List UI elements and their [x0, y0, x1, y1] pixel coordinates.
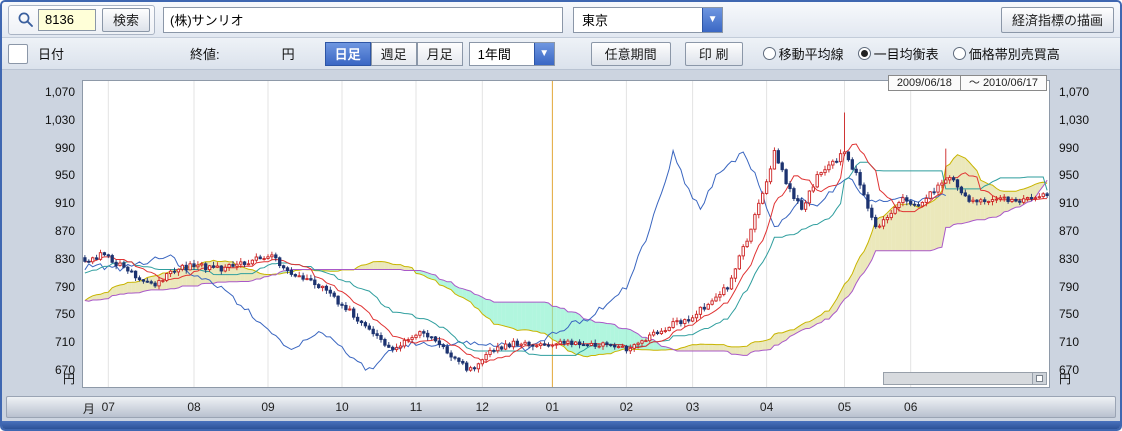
stock-search-group: 検索 — [8, 4, 156, 35]
scrollbar-grip-icon[interactable] — [1032, 373, 1046, 384]
x-axis-label: 10 — [335, 400, 349, 414]
tab-weekly[interactable]: 週足 — [370, 41, 417, 66]
economic-indicator-button[interactable]: 経済指標の描画 — [1000, 6, 1114, 33]
y-axis-label: 670 — [54, 363, 75, 377]
radio-circle-icon — [952, 47, 966, 60]
x-axis-label: 08 — [187, 400, 201, 414]
tab-daily[interactable]: 日足 — [324, 41, 371, 66]
yen-unit-label: 円 — [281, 47, 295, 62]
exchange-value: 東京 — [582, 13, 609, 28]
x-axis-label: 06 — [904, 400, 918, 414]
y-axis-label: 750 — [1059, 307, 1080, 322]
y-axis-label: 830 — [54, 251, 75, 266]
date-from-box: 2009/06/18 — [887, 75, 961, 91]
y-axis-unit-label: 円 — [62, 372, 75, 386]
print-button[interactable]: 印 刷 — [684, 41, 743, 66]
radio-circle-icon — [762, 47, 776, 60]
y-axis-label: 990 — [1059, 140, 1080, 155]
x-axis-label: 02 — [619, 400, 634, 414]
x-axis: 月 07 08 09 10 11 12 01 02 03 04 05 06 — [6, 396, 1116, 418]
search-icon — [17, 11, 34, 28]
x-axis-label: 01 — [545, 400, 560, 414]
y-axis-label: 750 — [54, 307, 75, 322]
radio-ichimoku[interactable]: 一目均衡表 — [857, 44, 939, 63]
y-axis-label: 710 — [1059, 335, 1080, 350]
y-axis-label: 790 — [1059, 279, 1080, 294]
legend-toggle-button[interactable] — [8, 43, 28, 64]
toolbar-search-row: 検索 東京 ▼ 経済指標の描画 — [2, 2, 1120, 38]
custom-period-button[interactable]: 任意期間 — [590, 41, 671, 66]
y-axis-label: 1,070 — [44, 85, 75, 99]
chevron-down-icon[interactable]: ▼ — [702, 7, 723, 32]
y-axis-label: 710 — [54, 335, 75, 350]
window-bottom-bar — [2, 421, 1120, 429]
period-value: 1年間 — [477, 47, 511, 62]
y-axis-label: 1,070 — [1059, 85, 1090, 99]
toolbar-controls-row: 日付 終値: 円 日足 週足 月足 1年間 ▼ 任意期間 印 刷 移動平均線 一… — [2, 38, 1120, 70]
search-button[interactable]: 検索 — [102, 7, 151, 32]
tab-monthly[interactable]: 月足 — [416, 41, 463, 66]
chart-region: 1,070 1,030 990 950 910 870 830 790 750 710 670 円 2… — [2, 70, 1120, 421]
y-axis-label: 910 — [54, 196, 75, 211]
x-axis-label: 05 — [837, 400, 852, 414]
stock-name-input[interactable] — [163, 6, 564, 33]
x-axis-label: 07 — [101, 400, 115, 414]
close-price-label: 終値: — [190, 47, 220, 62]
chart-scrollbar[interactable] — [883, 372, 1047, 385]
x-axis-label: 04 — [759, 400, 774, 414]
date-label: 日付 — [38, 47, 65, 62]
stock-code-input[interactable] — [38, 8, 96, 31]
y-axis-unit-label: 円 — [1059, 372, 1072, 386]
y-axis-label: 990 — [54, 140, 75, 155]
chart-canvas — [83, 81, 1049, 387]
y-axis-label: 790 — [54, 279, 75, 294]
y-axis-label: 910 — [1059, 196, 1080, 211]
period-select[interactable]: 1年間 ▼ — [468, 41, 555, 66]
y-axis-left: 1,070 1,030 990 950 910 870 830 790 750 710 670 円 — [2, 80, 78, 388]
y-axis-label: 670 — [1059, 363, 1080, 377]
radio-moving-average[interactable]: 移動平均線 — [762, 44, 844, 63]
chevron-down-icon[interactable]: ▼ — [533, 42, 554, 65]
radio-volume-by-price[interactable]: 価格帯別売買高 — [952, 44, 1060, 63]
y-axis-label: 950 — [1059, 168, 1080, 183]
y-axis-label: 830 — [1059, 251, 1080, 266]
date-range-display: 2009/06/18 ～ 2010/06/17 — [887, 75, 1047, 91]
y-axis-label: 1,030 — [1059, 112, 1090, 127]
y-axis-label: 950 — [54, 168, 75, 183]
x-axis-label: 03 — [685, 400, 700, 414]
radio-circle-icon — [857, 47, 871, 60]
x-axis-label: 09 — [261, 400, 275, 414]
exchange-select[interactable]: 東京 ▼ — [573, 6, 724, 33]
x-axis-label: 月 — [82, 402, 95, 416]
x-axis-label: 11 — [409, 400, 423, 414]
x-axis-label: 12 — [475, 400, 489, 414]
y-axis-label: 870 — [54, 224, 75, 238]
y-axis-label: 1,030 — [44, 112, 75, 127]
date-to-box: ～ 2010/06/17 — [959, 75, 1047, 91]
y-axis-right: 1,070 1,030 990 950 910 870 830 790 750 710 670 円 — [1056, 80, 1120, 388]
y-axis-label: 870 — [1059, 224, 1080, 238]
price-chart[interactable]: 2009/06/18 ～ 2010/06/17 — [82, 75, 1050, 388]
